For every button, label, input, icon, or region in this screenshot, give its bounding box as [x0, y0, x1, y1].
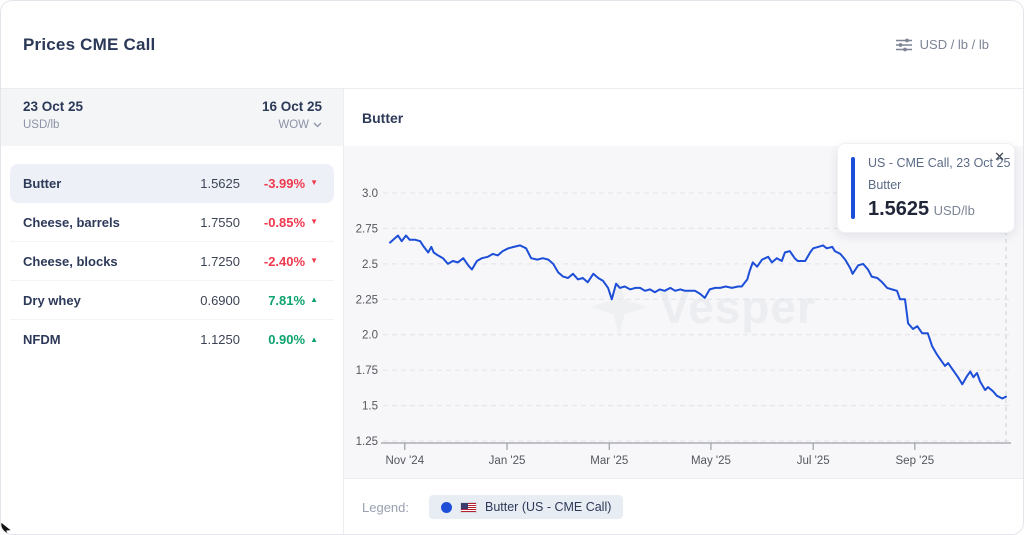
- wow-dropdown[interactable]: WOW: [278, 119, 322, 131]
- commodity-price: 1.7250: [200, 253, 240, 269]
- table-row[interactable]: Cheese, barrels 1.7550 -0.85% ▼: [10, 203, 334, 242]
- y-tick-label: 2.75: [356, 223, 378, 235]
- commodity-rows: Butter 1.5625 -3.99% ▼ Cheese, barrels 1.7550…: [1, 146, 343, 359]
- commodity-change: 0.90% ▲: [268, 332, 318, 347]
- table-header: 23 Oct 25 USD/lb 16 Oct 25 WOW: [1, 89, 343, 146]
- previous-date-header: 16 Oct 25: [261, 99, 322, 114]
- commodity-change: -2.40% ▼: [263, 253, 318, 269]
- mouse-cursor: [1, 522, 13, 534]
- commodity-price: 1.7550: [200, 214, 240, 230]
- main-content: 23 Oct 25 USD/lb 16 Oct 25 WOW Butter 1.5…: [1, 89, 1024, 534]
- price-table-panel: 23 Oct 25 USD/lb 16 Oct 25 WOW Butter 1.5…: [1, 89, 344, 534]
- commodity-price: 1.5625: [200, 175, 240, 191]
- unit-selector[interactable]: USD / lb / lb: [895, 37, 989, 52]
- tooltip-value: 1.5625: [868, 198, 930, 220]
- table-row[interactable]: Butter 1.5625 -3.99% ▼: [10, 164, 334, 203]
- commodity-name: NFDM: [23, 332, 61, 347]
- legend-item-label: Butter (US - CME Call): [485, 500, 612, 514]
- x-tick-label: Mar '25: [590, 455, 628, 467]
- series-color-dot: [441, 501, 452, 513]
- up-triangle-icon: ▲: [310, 295, 318, 304]
- x-tick-label: Sep '25: [896, 455, 935, 467]
- legend-bar: Legend: Butter (US - CME Call): [344, 478, 1023, 534]
- tooltip-accent-bar: [851, 157, 855, 219]
- butter-price-chart[interactable]: 3.0 2.75 2.5 2.25 2.0 1.75 1.5 1.25 Nov '24 Jan '…: [344, 146, 1024, 478]
- chart-area: Vesper 3.0 2.75 2.5 2.25 2.0 1.75 1.5 1.25 Nov '…: [344, 143, 1024, 478]
- x-tick-label: Jul '25: [797, 455, 830, 467]
- unit-selector-label: USD / lb / lb: [919, 37, 989, 52]
- us-flag-icon: [460, 501, 477, 513]
- y-tick-label: 1.25: [356, 436, 378, 448]
- chart-title: Butter: [344, 89, 1023, 146]
- legend-item-butter[interactable]: Butter (US - CME Call): [429, 495, 624, 519]
- x-tick-label: Jan '25: [489, 455, 526, 467]
- y-tick-label: 2.25: [356, 294, 378, 306]
- unit-subheader: USD/lb: [23, 119, 60, 131]
- butter-price-line[interactable]: [389, 234, 1007, 400]
- commodity-price: 0.6900: [200, 292, 240, 308]
- commodity-name: Cheese, barrels: [23, 214, 120, 230]
- table-row[interactable]: Cheese, blocks 1.7250 -2.40% ▼: [10, 242, 334, 281]
- commodity-change: 7.81% ▲: [268, 292, 318, 308]
- y-tick-label: 1.5: [362, 401, 378, 413]
- commodity-change: -3.99% ▼: [263, 175, 318, 191]
- legend-label: Legend:: [362, 499, 409, 515]
- page-title: Prices CME Call: [23, 34, 156, 54]
- top-bar: Prices CME Call USD / lb / lb: [1, 1, 1023, 89]
- table-row[interactable]: NFDM 1.1250 0.90% ▲: [10, 320, 334, 359]
- tooltip-unit: USD/lb: [933, 203, 975, 218]
- commodity-name: Dry whey: [23, 292, 81, 308]
- wow-dropdown-label: WOW: [278, 119, 309, 131]
- tooltip-series-date: US - CME Call, 23 Oct 25: [868, 156, 1011, 170]
- down-triangle-icon: ▼: [310, 178, 318, 187]
- chart-panel: Butter Vesper 3.0 2.75 2.5 2.25 2.0 1.75 1.5 1.…: [344, 89, 1024, 534]
- down-triangle-icon: ▼: [310, 256, 318, 265]
- chart-tooltip: ✕ US - CME Call, 23 Oct 25 Butter 1.5625…: [837, 143, 1015, 233]
- x-tick-label: Nov '24: [385, 455, 424, 467]
- y-tick-label: 1.75: [356, 365, 378, 377]
- tooltip-close-button[interactable]: ✕: [994, 149, 1005, 164]
- up-triangle-icon: ▲: [310, 334, 318, 344]
- down-triangle-icon: ▼: [310, 217, 318, 226]
- commodity-name: Butter: [23, 175, 62, 191]
- y-tick-label: 3.0: [362, 188, 378, 200]
- commodity-name: Cheese, blocks: [23, 253, 118, 269]
- commodity-price: 1.1250: [200, 332, 240, 347]
- commodity-change: -0.85% ▼: [263, 214, 318, 230]
- tooltip-product: Butter: [868, 178, 902, 192]
- chevron-down-icon: [313, 122, 322, 128]
- table-row[interactable]: Dry whey 0.6900 7.81% ▲: [10, 281, 334, 320]
- x-tick-label: May '25: [691, 455, 731, 467]
- sliders-icon: [895, 38, 912, 51]
- current-date-header: 23 Oct 25: [23, 99, 84, 114]
- y-tick-label: 2.5: [362, 259, 378, 271]
- y-tick-label: 2.0: [362, 330, 378, 342]
